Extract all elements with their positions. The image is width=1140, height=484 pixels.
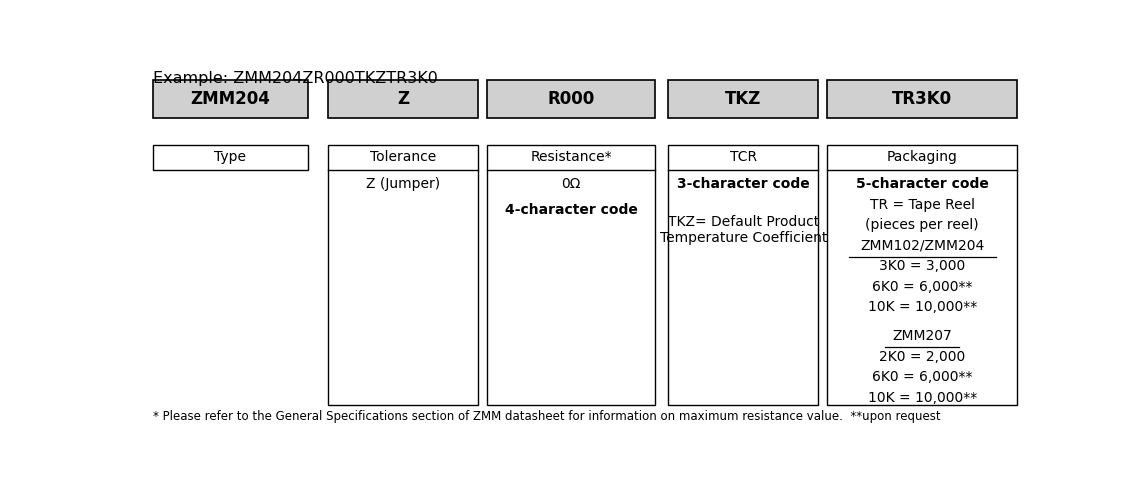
Bar — [828, 80, 1017, 118]
Text: 6K0 = 6,000**: 6K0 = 6,000** — [872, 280, 972, 294]
Bar — [153, 145, 308, 170]
Text: TR3K0: TR3K0 — [893, 90, 952, 108]
Text: TCR: TCR — [730, 151, 757, 165]
Text: (pieces per reel): (pieces per reel) — [865, 218, 979, 232]
Text: 3-character code: 3-character code — [677, 177, 809, 191]
Text: ZMM207: ZMM207 — [893, 329, 952, 343]
Bar — [328, 145, 479, 406]
Bar — [487, 80, 656, 118]
Bar — [328, 80, 479, 118]
Bar — [668, 80, 819, 118]
Text: 0Ω: 0Ω — [561, 177, 580, 191]
Text: Type: Type — [214, 151, 246, 165]
Text: 2K0 = 2,000: 2K0 = 2,000 — [879, 349, 966, 363]
Bar — [828, 145, 1017, 406]
Text: 10K = 10,000**: 10K = 10,000** — [868, 300, 977, 314]
Text: Resistance*: Resistance* — [530, 151, 612, 165]
Text: R000: R000 — [547, 90, 595, 108]
Text: TKZ: TKZ — [725, 90, 762, 108]
Text: 6K0 = 6,000**: 6K0 = 6,000** — [872, 370, 972, 384]
Text: 5-character code: 5-character code — [856, 177, 988, 191]
Text: Z (Jumper): Z (Jumper) — [366, 177, 440, 191]
Bar — [668, 145, 819, 406]
Text: Example: ZMM204ZR000TKZTR3K0: Example: ZMM204ZR000TKZTR3K0 — [153, 71, 438, 86]
Text: TR = Tape Reel: TR = Tape Reel — [870, 198, 975, 212]
Text: 4-character code: 4-character code — [505, 203, 637, 217]
Text: Packaging: Packaging — [887, 151, 958, 165]
Text: Z: Z — [397, 90, 409, 108]
Bar — [487, 145, 656, 406]
Text: ZMM204: ZMM204 — [190, 90, 270, 108]
Text: 3K0 = 3,000: 3K0 = 3,000 — [879, 259, 966, 273]
Text: Tolerance: Tolerance — [370, 151, 437, 165]
Text: ZMM102/ZMM204: ZMM102/ZMM204 — [860, 239, 984, 253]
Text: 10K = 10,000**: 10K = 10,000** — [868, 391, 977, 405]
Bar — [153, 80, 308, 118]
Text: * Please refer to the General Specifications section of ZMM datasheet for inform: * Please refer to the General Specificat… — [153, 410, 940, 424]
Text: TKZ= Default Product
Temperature Coefficient: TKZ= Default Product Temperature Coeffic… — [660, 214, 826, 245]
